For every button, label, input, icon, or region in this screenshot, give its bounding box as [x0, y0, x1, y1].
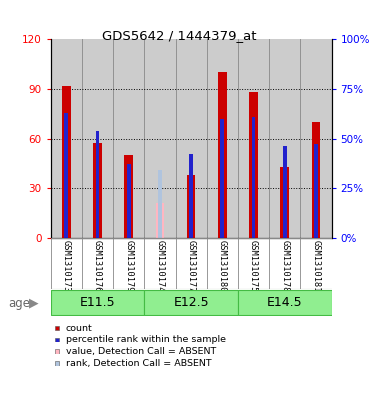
- Bar: [158, 170, 162, 238]
- Text: value, Detection Call = ABSENT: value, Detection Call = ABSENT: [66, 347, 216, 356]
- Text: GSM1310175: GSM1310175: [249, 240, 258, 293]
- Bar: [62, 86, 71, 238]
- Bar: [238, 39, 269, 238]
- Bar: [314, 145, 318, 238]
- Text: E11.5: E11.5: [80, 296, 115, 309]
- Text: GSM1310178: GSM1310178: [280, 240, 289, 293]
- Text: GSM1310179: GSM1310179: [124, 240, 133, 293]
- Bar: [187, 175, 195, 238]
- Text: GSM1310181: GSM1310181: [311, 240, 321, 293]
- Text: GSM1310180: GSM1310180: [218, 240, 227, 293]
- Text: E12.5: E12.5: [173, 296, 209, 309]
- Bar: [93, 143, 102, 238]
- Text: GSM1310173: GSM1310173: [62, 240, 71, 293]
- Bar: [283, 147, 287, 238]
- Bar: [96, 130, 99, 238]
- Bar: [280, 167, 289, 238]
- Bar: [189, 154, 193, 238]
- Bar: [300, 39, 332, 238]
- Bar: [249, 92, 258, 238]
- Bar: [127, 164, 131, 238]
- Text: GDS5642 / 1444379_at: GDS5642 / 1444379_at: [102, 29, 257, 42]
- Bar: [220, 119, 224, 238]
- Bar: [113, 39, 144, 238]
- Bar: [252, 117, 255, 238]
- Bar: [207, 39, 238, 238]
- Bar: [144, 39, 176, 238]
- Text: GSM1310174: GSM1310174: [155, 240, 165, 293]
- Text: GSM1310176: GSM1310176: [93, 240, 102, 293]
- Bar: [144, 290, 238, 315]
- Bar: [312, 122, 320, 238]
- Bar: [218, 72, 227, 238]
- Text: count: count: [66, 324, 92, 332]
- Text: percentile rank within the sample: percentile rank within the sample: [66, 336, 225, 344]
- Bar: [156, 203, 164, 238]
- Bar: [51, 39, 82, 238]
- Bar: [176, 39, 207, 238]
- Bar: [269, 39, 300, 238]
- Text: rank, Detection Call = ABSENT: rank, Detection Call = ABSENT: [66, 359, 211, 368]
- Text: ▶: ▶: [29, 297, 39, 310]
- Bar: [238, 290, 332, 315]
- Bar: [51, 290, 144, 315]
- Text: E14.5: E14.5: [267, 296, 303, 309]
- Bar: [82, 39, 113, 238]
- Bar: [124, 155, 133, 238]
- Text: GSM1310177: GSM1310177: [186, 240, 196, 293]
- Bar: [64, 113, 68, 238]
- Text: age: age: [8, 297, 30, 310]
